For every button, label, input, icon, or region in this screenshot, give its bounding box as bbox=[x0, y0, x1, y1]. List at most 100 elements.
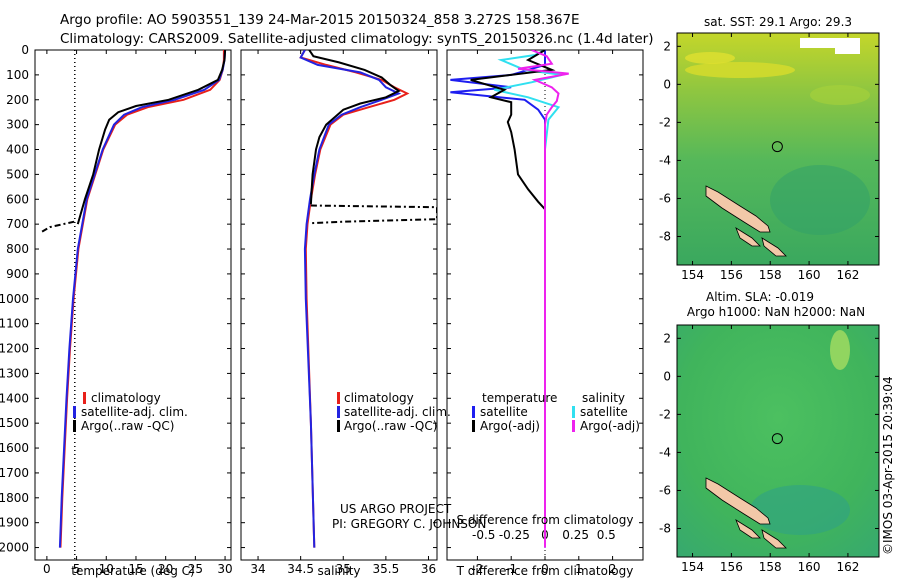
y-tick-label: 1700 bbox=[0, 466, 29, 480]
legend-title-temperature: temperature bbox=[482, 391, 557, 405]
y-tick-label: 1100 bbox=[0, 317, 29, 331]
temperature-xlabel: temperature (deg C) bbox=[71, 564, 194, 578]
map-y-tick-label: -8 bbox=[659, 521, 671, 535]
x-tick-label: 36 bbox=[421, 562, 436, 576]
y-tick-label: 0 bbox=[21, 43, 29, 57]
map-y-tick-label: -2 bbox=[659, 407, 671, 421]
y-tick-label: 900 bbox=[6, 267, 29, 281]
island-new-ireland bbox=[705, 477, 771, 525]
x-tick-label: 1 bbox=[575, 562, 583, 576]
map-y-tick-label: -4 bbox=[659, 445, 671, 459]
x-tick-label: 0 bbox=[43, 562, 51, 576]
sla-map: 154 156 158 160 162 2 0 -2 -4 -6 -8 bbox=[659, 324, 880, 574]
y-tick-label: 100 bbox=[6, 68, 29, 82]
timestamp-label: ©IMOS 03-Apr-2015 20:39:04 bbox=[881, 376, 895, 555]
legend-label-argo: Argo(..raw -QC) bbox=[81, 419, 174, 433]
s-tick-label: -0.5 bbox=[472, 528, 495, 542]
map-y-tick-label: -8 bbox=[659, 229, 671, 243]
sst-patches bbox=[685, 38, 870, 257]
s-tick-label: 0.5 bbox=[597, 528, 616, 542]
salinity-profile-argo-line bbox=[308, 50, 401, 205]
salinity-lines bbox=[299, 50, 437, 548]
legend-label-s-satellite: satellite bbox=[580, 405, 628, 419]
map-y-tick-label: -2 bbox=[659, 115, 671, 129]
legend-swatch-satellite bbox=[337, 406, 340, 418]
legend-label-satellite: satellite-adj. clim. bbox=[81, 405, 188, 419]
x-tick-label: 34.5 bbox=[287, 562, 314, 576]
sst-cool-patch bbox=[770, 165, 870, 235]
x-tick-label: 15 bbox=[128, 562, 143, 576]
sst-warm-band bbox=[685, 62, 795, 78]
map-y-tick-label: -6 bbox=[659, 191, 671, 205]
y-tick-label: 1000 bbox=[0, 292, 29, 306]
y-tick-label: 500 bbox=[6, 167, 29, 181]
map-x-tick-label: 162 bbox=[836, 268, 859, 282]
sst-missing-data bbox=[835, 48, 860, 54]
sla-high-patch bbox=[830, 330, 850, 370]
y-tick-label: 800 bbox=[6, 242, 29, 256]
y-tick-label: 600 bbox=[6, 192, 29, 206]
temperature-profile-satellite-line bbox=[58, 50, 227, 548]
y-tick-label: 1200 bbox=[0, 342, 29, 356]
s-tick-label: 0.25 bbox=[562, 528, 589, 542]
sla-map-subtitle: Argo h1000: NaN h2000: NaN bbox=[687, 305, 865, 319]
legend-label-s-argo: Argo(-adj) bbox=[580, 419, 640, 433]
legend-label-argo: Argo(..raw -QC) bbox=[344, 419, 437, 433]
x-tick-label: 10 bbox=[99, 562, 114, 576]
y-tick-label: 2000 bbox=[0, 541, 29, 555]
map-x-tick-label: 154 bbox=[681, 560, 704, 574]
y-tick-label: 1600 bbox=[0, 441, 29, 455]
legend-swatch-argo bbox=[337, 420, 340, 432]
salinity-plot-area bbox=[240, 49, 438, 561]
sst-warm-patch bbox=[685, 52, 735, 64]
island-new-ireland bbox=[705, 185, 771, 233]
legend-label-t-satellite: satellite bbox=[480, 405, 528, 419]
legend-swatch-argo bbox=[73, 420, 76, 432]
figure-title-line1: Argo profile: AO 5903551_139 24-Mar-2015… bbox=[60, 12, 580, 28]
t-difference-xlabel: T difference from climatology bbox=[456, 564, 634, 578]
salinity-profile-satellite-line bbox=[299, 50, 402, 548]
temperature-lines bbox=[41, 50, 227, 560]
temperature-profile-argo-line bbox=[76, 50, 227, 225]
legend-label-climatology: climatology bbox=[344, 391, 414, 405]
legend-swatch-climatology bbox=[83, 392, 86, 404]
sla-map-ticks: 154 156 158 160 162 2 0 -2 -4 -6 -8 bbox=[659, 325, 879, 574]
sst-map-frame bbox=[676, 32, 880, 266]
temperature-axis-ticks: 0 5 10 15 20 25 300100200300400500600700800900… bbox=[0, 43, 233, 576]
map-y-tick-label: 0 bbox=[663, 77, 671, 91]
map-y-tick-label: 2 bbox=[663, 39, 671, 53]
legend-title-salinity: salinity bbox=[582, 391, 625, 405]
y-tick-label: 1300 bbox=[0, 366, 29, 380]
x-tick-label: 20 bbox=[158, 562, 173, 576]
sst-map-ticks: 154 156 158 160 162 2 0 -2 -4 -6 -8 bbox=[659, 33, 879, 282]
sst-missing-data bbox=[800, 38, 860, 48]
x-tick-label: 0 bbox=[541, 562, 549, 576]
sla-patches bbox=[705, 330, 850, 549]
island-solomon bbox=[761, 529, 787, 549]
map-x-tick-label: 160 bbox=[798, 268, 821, 282]
difference-legend: temperature salinity satellite Argo(-adj… bbox=[472, 391, 640, 433]
difference-lines bbox=[450, 50, 569, 560]
argo-float-marker bbox=[771, 433, 783, 445]
legend-label-satellite: satellite-adj. clim. bbox=[344, 405, 451, 419]
map-x-tick-label: 158 bbox=[759, 268, 782, 282]
x-tick-label: 34 bbox=[250, 562, 265, 576]
difference-profile-s-argo-line bbox=[517, 50, 569, 548]
legend-swatch-t-argo bbox=[472, 420, 475, 432]
figure-title-line2: Climatology: CARS2009. Satellite-adjuste… bbox=[60, 31, 653, 47]
map-y-tick-label: -6 bbox=[659, 483, 671, 497]
legend-swatch-t-satellite bbox=[472, 406, 475, 418]
legend-label-climatology: climatology bbox=[91, 391, 161, 405]
map-x-tick-label: 158 bbox=[759, 560, 782, 574]
y-tick-label: 400 bbox=[6, 143, 29, 157]
x-tick-label: 5 bbox=[73, 562, 81, 576]
island-solomon bbox=[761, 237, 787, 257]
x-tick-label: 35 bbox=[336, 562, 351, 576]
y-tick-label: 1900 bbox=[0, 516, 29, 530]
map-x-tick-label: 156 bbox=[720, 560, 743, 574]
y-tick-label: 1800 bbox=[0, 491, 29, 505]
s-difference-xlabel: S difference from climatology bbox=[457, 513, 634, 527]
y-tick-label: 200 bbox=[6, 93, 29, 107]
map-x-tick-label: 156 bbox=[720, 268, 743, 282]
